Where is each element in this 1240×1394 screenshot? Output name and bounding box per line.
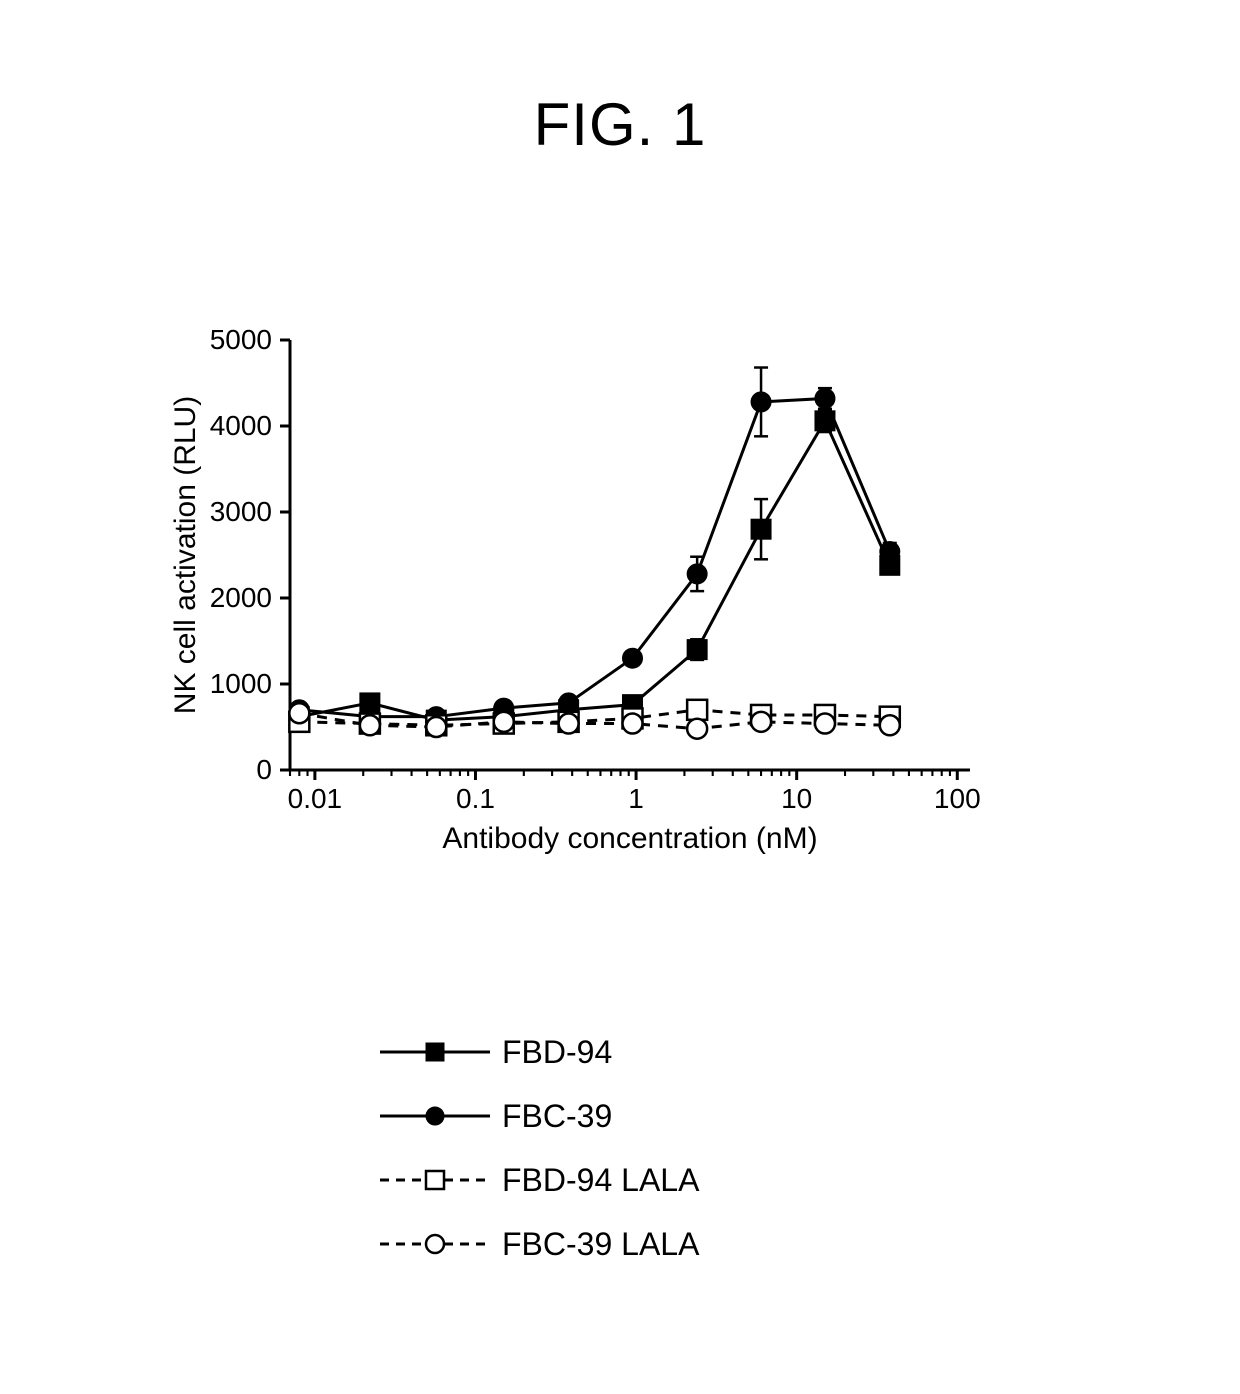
svg-text:1: 1 — [628, 783, 644, 814]
svg-text:4000: 4000 — [210, 410, 272, 441]
svg-text:3000: 3000 — [210, 496, 272, 527]
series-fbc-39 — [289, 368, 899, 727]
svg-text:100: 100 — [934, 783, 981, 814]
legend-label: FBC-39 — [502, 1098, 612, 1135]
svg-text:5000: 5000 — [210, 324, 272, 355]
legend-item: FBC-39 — [380, 1084, 699, 1148]
chart-container: 0 1000 2000 3000 4000 5000 0.01 0.1 1 10 100 Antibo… — [160, 320, 1040, 885]
svg-text:0: 0 — [256, 754, 272, 785]
svg-text:0.1: 0.1 — [456, 783, 495, 814]
legend-swatch — [380, 1101, 490, 1131]
legend: FBD-94 FBC-39 FBD-94 LALA FBC-39 LALA — [380, 1020, 699, 1276]
legend-swatch — [380, 1037, 490, 1067]
x-axis-label: Antibody concentration (nM) — [442, 822, 817, 855]
svg-text:10: 10 — [781, 783, 812, 814]
legend-label: FBC-39 LALA — [502, 1226, 699, 1263]
svg-text:2000: 2000 — [210, 582, 272, 613]
series-fbd-94 — [289, 410, 899, 730]
legend-label: FBD-94 LALA — [502, 1162, 699, 1199]
legend-item: FBD-94 LALA — [380, 1148, 699, 1212]
svg-text:0.01: 0.01 — [288, 783, 343, 814]
svg-text:1000: 1000 — [210, 668, 272, 699]
figure-title: FIG. 1 — [0, 90, 1240, 159]
legend-swatch — [380, 1165, 490, 1195]
page: FIG. 1 0 1000 2000 3000 4000 5000 0.01 0.1 1 10 10… — [0, 0, 1240, 1394]
legend-swatch — [380, 1229, 490, 1259]
legend-label: FBD-94 — [502, 1034, 612, 1071]
legend-item: FBD-94 — [380, 1020, 699, 1084]
legend-item: FBC-39 LALA — [380, 1212, 699, 1276]
y-axis-label: NK cell activation (RLU) — [169, 396, 202, 714]
chart-svg: 0 1000 2000 3000 4000 5000 0.01 0.1 1 10 100 Antibo… — [160, 320, 1040, 880]
